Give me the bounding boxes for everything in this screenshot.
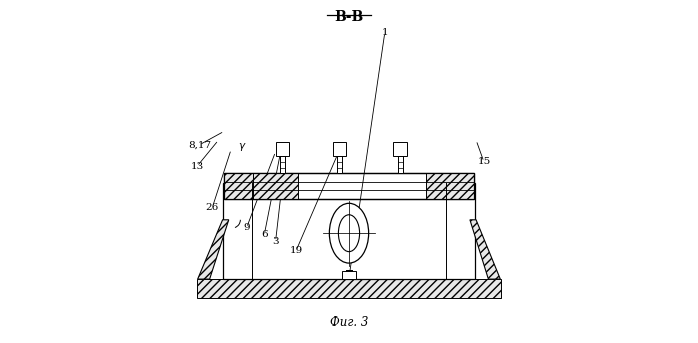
Text: γ: γ (238, 141, 244, 151)
Text: 15: 15 (477, 157, 491, 166)
Bar (197, 279, 501, 298)
Bar (280, 149, 285, 173)
Bar (276, 142, 289, 156)
Ellipse shape (339, 215, 359, 252)
Bar (333, 142, 346, 156)
Text: 13: 13 (191, 162, 204, 171)
Bar (397, 149, 403, 173)
Bar (224, 173, 474, 199)
Ellipse shape (329, 203, 369, 263)
Polygon shape (198, 220, 229, 279)
Text: 1: 1 (382, 28, 388, 37)
Bar (224, 173, 253, 199)
Text: 6: 6 (261, 230, 267, 239)
Bar (394, 142, 407, 156)
Text: Фиг. 3: Фиг. 3 (330, 316, 368, 329)
Bar (426, 173, 474, 199)
Text: 26: 26 (206, 203, 219, 212)
Bar (223, 184, 475, 279)
Text: В-В: В-В (334, 10, 364, 24)
Text: 8,17: 8,17 (188, 140, 211, 149)
Bar (346, 270, 352, 279)
Text: 9: 9 (243, 223, 250, 232)
Bar (336, 149, 342, 173)
Bar (224, 173, 474, 199)
Bar (253, 173, 298, 199)
Bar (342, 271, 356, 279)
Text: 3: 3 (272, 237, 279, 246)
Bar (346, 270, 352, 279)
Polygon shape (470, 220, 500, 279)
Text: 19: 19 (290, 246, 303, 255)
